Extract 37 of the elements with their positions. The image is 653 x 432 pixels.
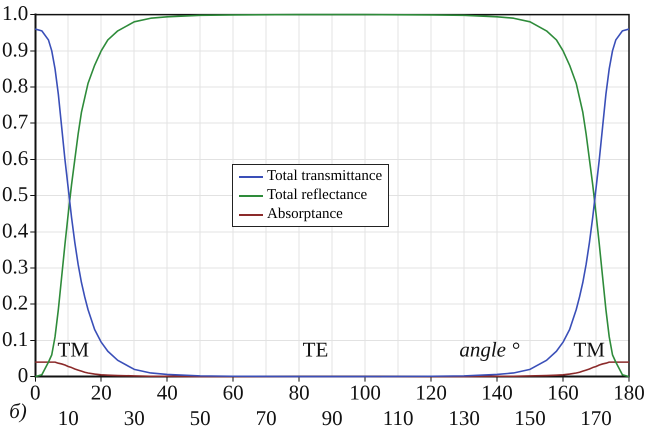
y-tick-label: 0.7 (2, 110, 28, 134)
x2-tick-label: 30 (124, 406, 145, 430)
x-tick-label: 100 (349, 380, 381, 405)
legend-label: Total transmittance (267, 167, 382, 186)
y-tick-label: 1.0 (2, 1, 28, 26)
x-axis-title: angle ° (459, 338, 520, 362)
text: б) (9, 399, 27, 423)
annotation: TM (58, 338, 90, 362)
annotation: TM (573, 338, 606, 362)
y-tick-label: 0.1 (2, 326, 28, 351)
x-tick-label: 160 (547, 380, 579, 405)
y-tick-label: 0.8 (2, 74, 28, 98)
x-tick-label: 140 (481, 380, 513, 405)
x2-tick-label: 10 (58, 406, 79, 430)
x-tick-label: 120 (415, 380, 447, 405)
y-tick-label: 0.5 (2, 182, 28, 206)
x-tick-label: 40 (156, 380, 178, 405)
y-tick-label: 0.2 (2, 290, 28, 315)
x2-tick-label: 150 (514, 406, 546, 430)
legend-label: Absorptance (267, 205, 343, 224)
x2-tick-label: 110 (382, 406, 414, 430)
y-tick-label: 0.4 (2, 218, 29, 242)
x-tick-label: 60 (222, 380, 244, 405)
annotation: TE (302, 338, 328, 362)
x2-tick-label: 50 (190, 406, 211, 430)
x-tick-label: 20 (90, 380, 112, 405)
legend-label: Total reflectance (267, 186, 368, 205)
x2-tick-label: 90 (322, 406, 343, 430)
x-tick-label: 180 (613, 380, 645, 405)
y-tick-label: 0.3 (2, 254, 28, 279)
x2-tick-label: 130 (448, 406, 480, 430)
y-tick-label: 0.6 (2, 146, 28, 170)
y-tick-label: 0 (18, 363, 28, 388)
y-tick-label: 0.9 (2, 37, 28, 62)
x-tick-label: 80 (288, 380, 310, 405)
x2-tick-label: 70 (256, 406, 277, 430)
x2-tick-label: 170 (580, 406, 612, 430)
